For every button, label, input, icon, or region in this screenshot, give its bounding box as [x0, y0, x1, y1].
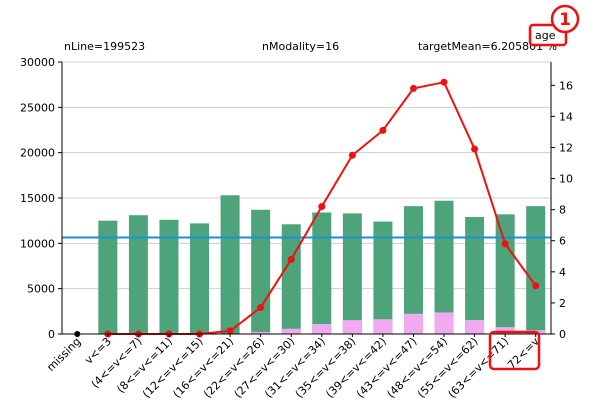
- count-bar: [373, 221, 393, 334]
- right-tick-label: 2: [559, 297, 566, 310]
- rate-point: [287, 255, 295, 263]
- right-tick-label: 6: [559, 235, 566, 248]
- variable-name: age: [535, 29, 556, 42]
- count-bar: [251, 209, 271, 334]
- count-bar: [342, 213, 362, 334]
- right-tick-label: 12: [559, 141, 573, 154]
- x-axis-ticks: missingv<=3(4<=v<=7)(8<=v<=11)(12<=v<=15…: [44, 334, 542, 401]
- count-bar: [190, 223, 210, 334]
- rate-point: [257, 304, 265, 312]
- target-bar: [342, 320, 362, 334]
- count-bar: [281, 224, 301, 334]
- left-tick-label: 10000: [20, 237, 55, 250]
- count-bar: [526, 206, 546, 334]
- count-bar: [159, 219, 179, 334]
- left-tick-label: 0: [48, 328, 55, 341]
- rate-point: [348, 151, 356, 159]
- target-bar: [465, 320, 485, 334]
- count-bar: [312, 212, 332, 334]
- count-bar: [220, 195, 240, 334]
- rate-point: [318, 203, 326, 211]
- highlight-box: [488, 330, 541, 371]
- right-tick-label: 4: [559, 266, 566, 279]
- rate-point: [532, 282, 540, 290]
- target-bar: [434, 312, 454, 334]
- target-mean-label: targetMean=6.205801 %: [418, 40, 557, 53]
- count-bar: [434, 200, 454, 334]
- left-tick-label: 25000: [20, 101, 55, 114]
- right-tick-label: 10: [559, 173, 573, 186]
- count-bar: [465, 217, 485, 334]
- left-tick-label: 30000: [20, 56, 55, 69]
- left-tick-label: 5000: [27, 283, 55, 296]
- target-bar: [373, 319, 393, 334]
- right-tick-label: 0: [559, 328, 566, 341]
- target-bar: [403, 313, 423, 334]
- n-line-label: nLine=199523: [64, 40, 145, 53]
- annotation-badge: 1: [550, 4, 580, 34]
- right-axis-ticks: 0 2 4 6 8 10 12 14 16: [551, 79, 573, 341]
- n-modality-label: nModality=16: [262, 40, 339, 53]
- count-bar: [128, 215, 148, 334]
- rate-point: [440, 78, 448, 86]
- count-bar: [495, 214, 515, 334]
- target-bar: [251, 331, 271, 334]
- annotation-badge-number: 1: [559, 10, 571, 30]
- target-bar: [312, 324, 332, 334]
- rate-point: [409, 84, 417, 92]
- right-tick-label: 8: [559, 204, 566, 217]
- target-bar: [495, 327, 515, 334]
- rate-point: [379, 126, 387, 134]
- rate-point: [471, 145, 479, 153]
- rate-point: [501, 240, 509, 248]
- annotation-badge-circle: [550, 4, 580, 34]
- left-axis-ticks: 0 5000 10000 15000 20000 25000 30000: [20, 56, 62, 341]
- rate-point: [226, 327, 234, 335]
- left-tick-label: 20000: [20, 147, 55, 160]
- right-tick-label: 14: [559, 110, 573, 123]
- x-tick-label: 72<=v: [505, 335, 542, 372]
- left-tick-label: 15000: [20, 192, 55, 205]
- bars: [98, 195, 546, 334]
- right-tick-label: 16: [559, 79, 573, 92]
- count-bar: [98, 220, 118, 334]
- target-bar: [281, 328, 301, 334]
